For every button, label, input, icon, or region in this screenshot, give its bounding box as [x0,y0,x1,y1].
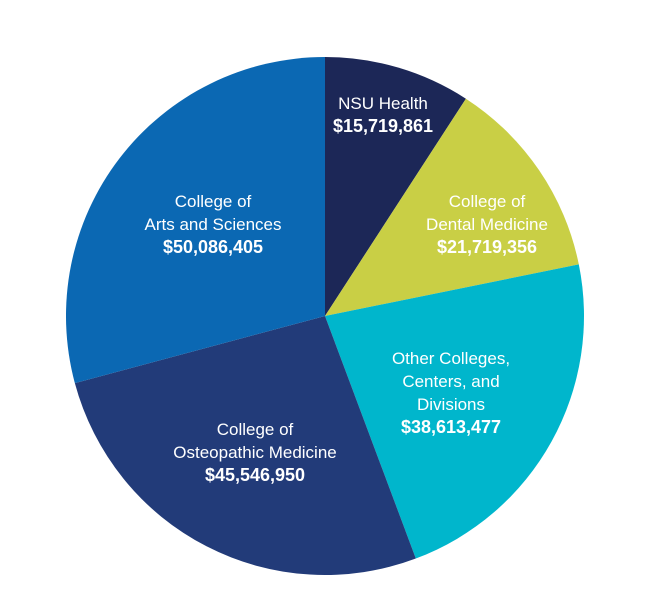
slice-label: NSU Health $15,719,861 [333,92,433,138]
slice-label-name: Osteopathic Medicine [173,443,337,462]
pie-slice-other-colleges-centers-and-divisions [325,264,584,559]
slice-label-name: College of [216,420,294,439]
slice-label: College of Osteopathic Medicine $45,546,95… [173,418,336,487]
slice-label-value: $38,613,477 [400,417,502,437]
slice-label: College of Arts and Sciences $50,086,405 [144,190,281,259]
pie-slice-college-of-osteopathic-medicine [74,316,416,575]
slice-label-name: College of [174,192,252,211]
slice-label-value: $21,719,356 [436,237,538,257]
slice-label-value: $50,086,405 [162,237,264,257]
slice-label-name: Arts and Sciences [144,215,282,234]
slice-label-name: Divisions [416,395,486,414]
slice-label-value: $15,719,861 [332,116,434,136]
slice-label-name: NSU Health [338,94,428,113]
pie-slice-college-of-arts-and-sciences [65,57,325,384]
slice-label: Other Colleges, Centers, and Divisions $38,… [392,347,510,439]
slice-label-name: Other Colleges, [391,349,511,368]
slice-label-value: $45,546,950 [204,465,306,485]
slice-label-name: College of [448,192,526,211]
slice-label: College of Dental Medicine $21,719,356 [426,190,548,259]
pie-slice-college-of-dental-medicine [325,98,579,316]
slice-label-name: Dental Medicine [426,215,548,234]
pie-slice-nsu-health [325,57,466,316]
slice-label-name: Centers, and [402,372,500,391]
